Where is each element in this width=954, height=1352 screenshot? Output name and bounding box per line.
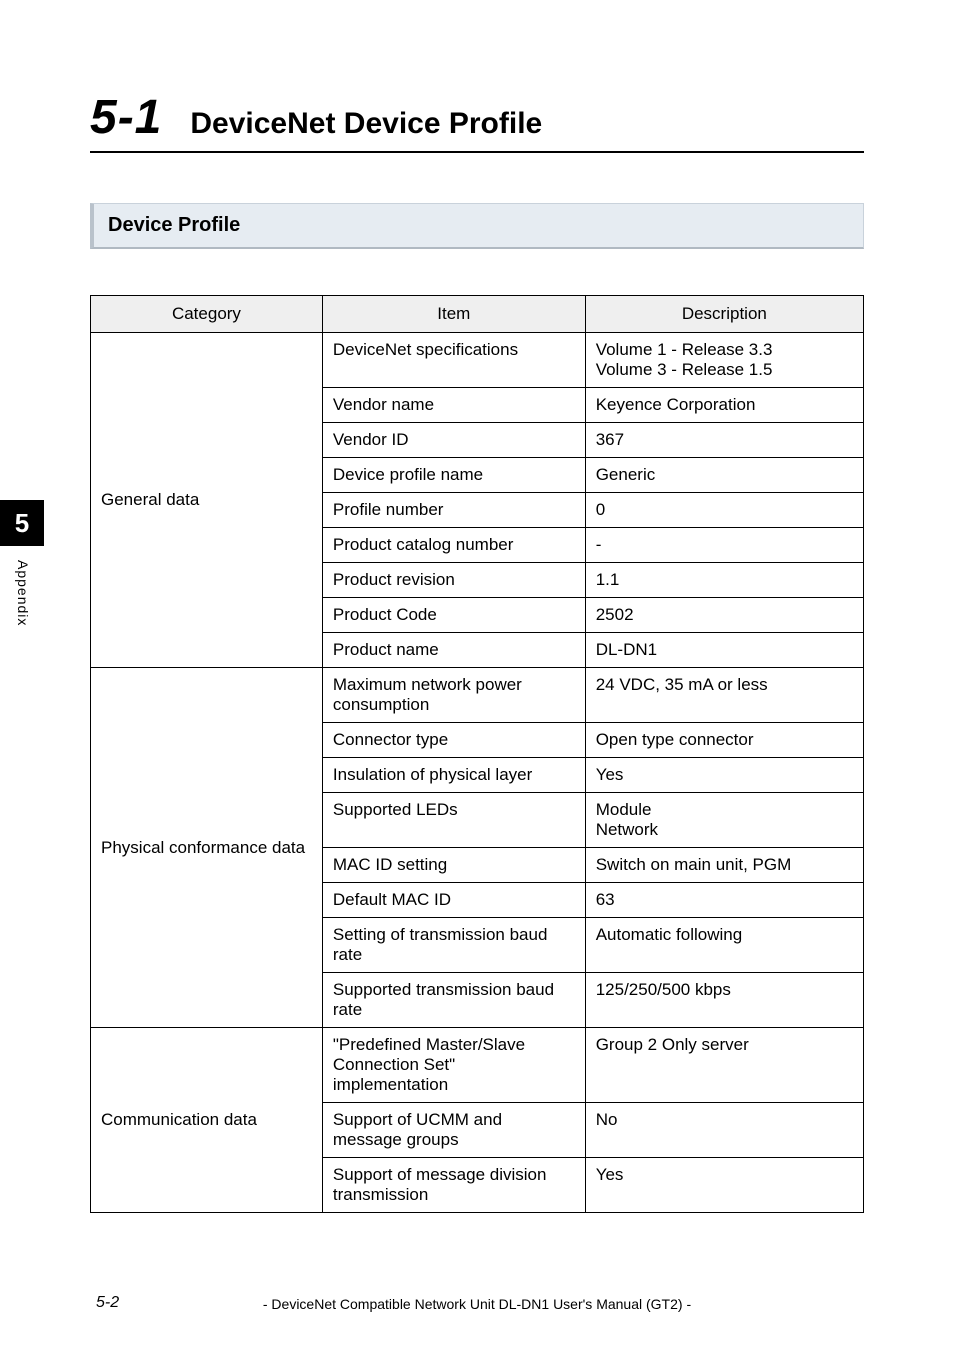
chapter-header: 5-1 DeviceNet Device Profile bbox=[90, 90, 864, 153]
description-cell: 125/250/500 kbps bbox=[585, 973, 863, 1028]
table-header-row: Category Item Description bbox=[91, 296, 864, 333]
item-cell: Support of UCMM and message groups bbox=[322, 1103, 585, 1158]
description-cell: 2502 bbox=[585, 598, 863, 633]
item-cell: Device profile name bbox=[322, 458, 585, 493]
description-cell: Switch on main unit, PGM bbox=[585, 848, 863, 883]
item-cell: Vendor ID bbox=[322, 423, 585, 458]
item-cell: Supported transmission baud rate bbox=[322, 973, 585, 1028]
description-cell: 0 bbox=[585, 493, 863, 528]
description-cell: Keyence Corporation bbox=[585, 388, 863, 423]
item-cell: "Predefined Master/Slave Connection Set"… bbox=[322, 1028, 585, 1103]
description-cell: Volume 1 - Release 3.3 Volume 3 - Releas… bbox=[585, 333, 863, 388]
item-cell: Product name bbox=[322, 633, 585, 668]
item-cell: Product Code bbox=[322, 598, 585, 633]
item-cell: Insulation of physical layer bbox=[322, 758, 585, 793]
category-cell: Physical conformance data bbox=[91, 668, 323, 1028]
item-cell: Setting of transmission baud rate bbox=[322, 918, 585, 973]
section-title: Device Profile bbox=[90, 203, 864, 249]
header-item: Item bbox=[322, 296, 585, 333]
footer-text: - DeviceNet Compatible Network Unit DL-D… bbox=[0, 1296, 954, 1312]
table-row: Physical conformance dataMaximum network… bbox=[91, 668, 864, 723]
description-cell: Yes bbox=[585, 758, 863, 793]
description-cell: Yes bbox=[585, 1158, 863, 1213]
item-cell: Support of message division transmission bbox=[322, 1158, 585, 1213]
description-cell: Open type connector bbox=[585, 723, 863, 758]
profile-table: Category Item Description General dataDe… bbox=[90, 295, 864, 1213]
description-cell: - bbox=[585, 528, 863, 563]
profile-table-body: General dataDeviceNet specificationsVolu… bbox=[91, 333, 864, 1213]
description-cell: 24 VDC, 35 mA or less bbox=[585, 668, 863, 723]
page: 5 Appendix 5-1 DeviceNet Device Profile … bbox=[0, 0, 954, 1352]
header-category: Category bbox=[91, 296, 323, 333]
description-cell: 63 bbox=[585, 883, 863, 918]
description-cell: 1.1 bbox=[585, 563, 863, 598]
sidebar-chapter-number: 5 bbox=[0, 500, 44, 546]
description-cell: 367 bbox=[585, 423, 863, 458]
description-cell: Module Network bbox=[585, 793, 863, 848]
chapter-title: DeviceNet Device Profile bbox=[190, 107, 542, 141]
item-cell: Connector type bbox=[322, 723, 585, 758]
item-cell: Product catalog number bbox=[322, 528, 585, 563]
description-cell: Automatic following bbox=[585, 918, 863, 973]
item-cell: Maximum network power consumption bbox=[322, 668, 585, 723]
description-cell: Group 2 Only server bbox=[585, 1028, 863, 1103]
item-cell: Default MAC ID bbox=[322, 883, 585, 918]
category-cell: General data bbox=[91, 333, 323, 668]
table-row: General dataDeviceNet specificationsVolu… bbox=[91, 333, 864, 388]
description-cell: No bbox=[585, 1103, 863, 1158]
item-cell: Profile number bbox=[322, 493, 585, 528]
item-cell: DeviceNet specifications bbox=[322, 333, 585, 388]
item-cell: Vendor name bbox=[322, 388, 585, 423]
category-cell: Communication data bbox=[91, 1028, 323, 1213]
item-cell: MAC ID setting bbox=[322, 848, 585, 883]
table-row: Communication data"Predefined Master/Sla… bbox=[91, 1028, 864, 1103]
description-cell: Generic bbox=[585, 458, 863, 493]
item-cell: Supported LEDs bbox=[322, 793, 585, 848]
item-cell: Product revision bbox=[322, 563, 585, 598]
sidebar: 5 Appendix bbox=[0, 500, 44, 626]
chapter-number: 5-1 bbox=[90, 90, 162, 145]
description-cell: DL-DN1 bbox=[585, 633, 863, 668]
header-description: Description bbox=[585, 296, 863, 333]
sidebar-label: Appendix bbox=[15, 560, 31, 626]
